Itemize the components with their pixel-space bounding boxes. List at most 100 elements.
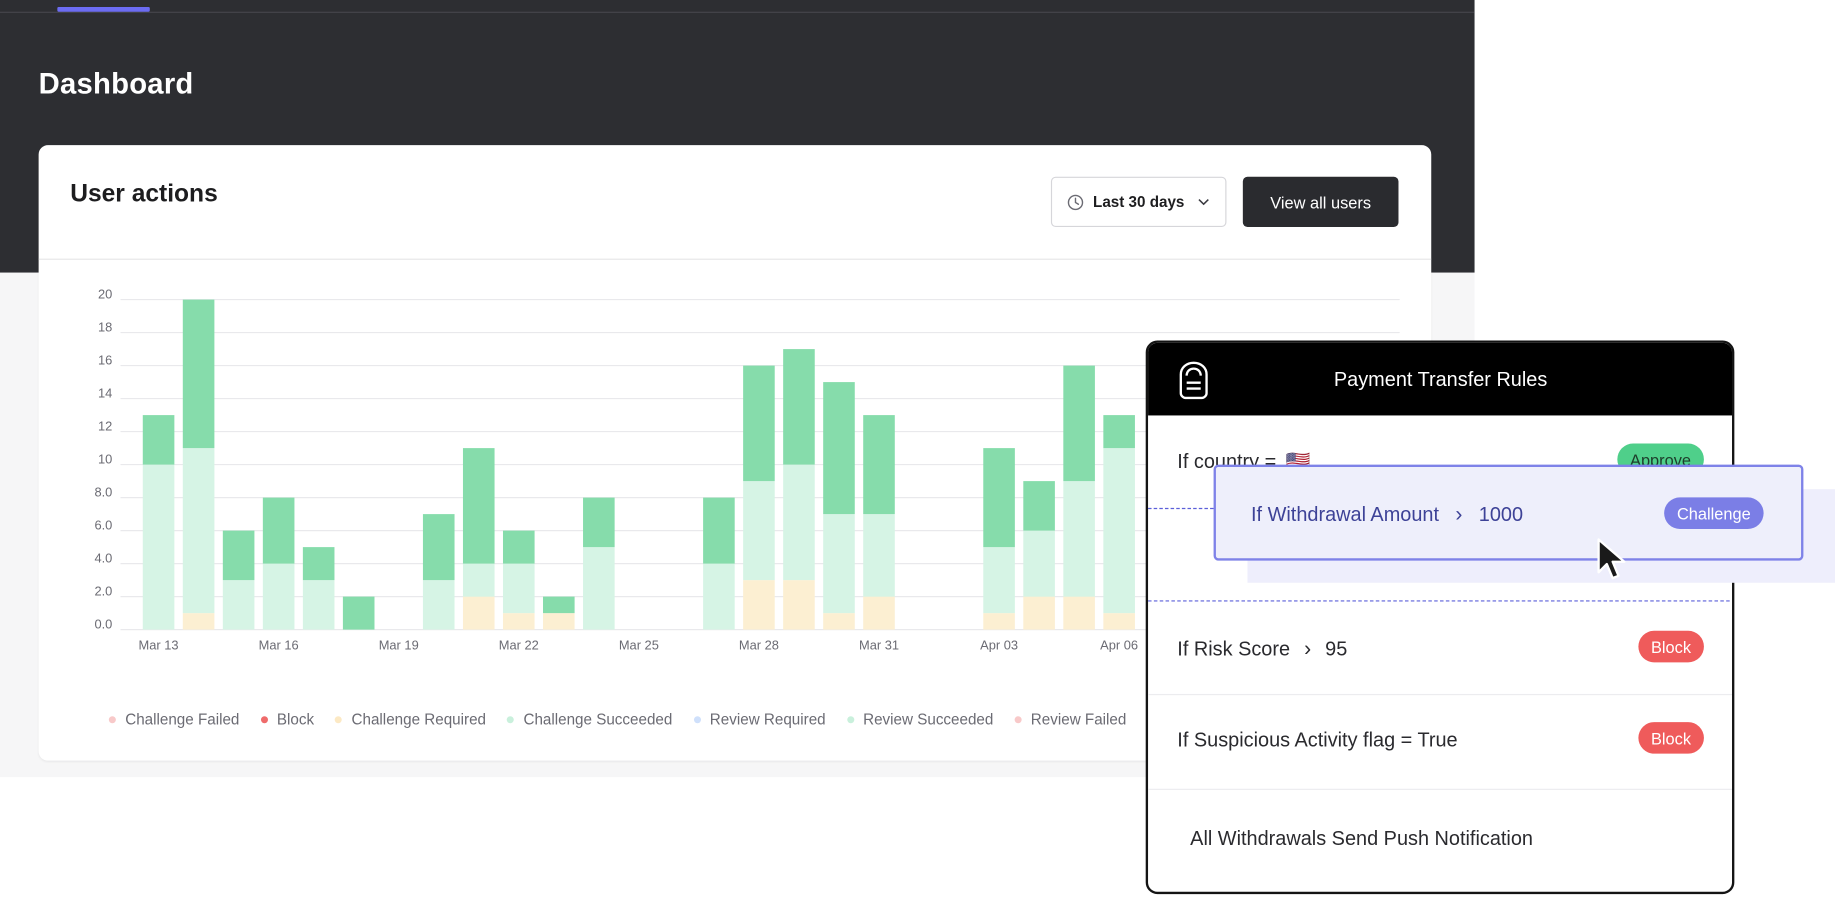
bar-segment[interactable]	[142, 464, 175, 630]
bar-segment[interactable]	[1103, 415, 1135, 449]
bar-segment[interactable]	[543, 613, 575, 630]
bar-segment[interactable]	[342, 596, 375, 630]
bar-segment[interactable]	[983, 613, 1015, 630]
y-tick-label: 4.0	[94, 550, 112, 565]
active-tab-indicator[interactable]	[57, 7, 150, 12]
bar-segment[interactable]	[1063, 365, 1095, 482]
bar-segment[interactable]	[142, 415, 175, 465]
action-badge[interactable]: Block	[1638, 630, 1704, 663]
y-tick-label: 18	[98, 319, 112, 334]
legend-dot-icon	[846, 715, 854, 723]
rule-divider	[1148, 693, 1733, 696]
bar-segment[interactable]	[863, 514, 895, 597]
x-tick-label: Apr 06	[1100, 638, 1138, 653]
chevron-down-icon	[1198, 198, 1209, 206]
bar-segment[interactable]	[182, 613, 215, 630]
bar-segment[interactable]	[983, 448, 1015, 548]
bar-segment[interactable]	[222, 530, 255, 581]
x-tick-label: Apr 03	[980, 638, 1018, 653]
bar-segment[interactable]	[1063, 596, 1095, 630]
bar-segment[interactable]	[502, 613, 535, 630]
x-tick-label: Mar 25	[619, 638, 659, 653]
bar-segment[interactable]	[1023, 596, 1055, 630]
legend-item[interactable]: Block	[260, 710, 314, 728]
date-range-label: Last 30 days	[1093, 193, 1185, 211]
bar-segment[interactable]	[543, 596, 575, 614]
rule-row[interactable]: If Risk Score › 95 Block	[1148, 602, 1732, 697]
legend-label: Challenge Failed	[125, 710, 240, 728]
action-badge[interactable]: Block	[1638, 722, 1704, 754]
bar-segment[interactable]	[1023, 530, 1055, 597]
bar-segment[interactable]	[302, 547, 335, 581]
bar-segment[interactable]	[1103, 448, 1135, 614]
legend-item[interactable]: Challenge Required	[335, 710, 486, 728]
bar-segment[interactable]	[302, 580, 335, 630]
y-tick-label: 6.0	[94, 517, 112, 532]
y-tick-label: 8.0	[94, 484, 112, 499]
bar-segment[interactable]	[502, 530, 535, 564]
bar-segment[interactable]	[823, 613, 855, 630]
bar-segment[interactable]	[462, 596, 495, 630]
action-badge[interactable]: Challenge	[1664, 497, 1764, 529]
view-all-users-button[interactable]: View all users	[1242, 176, 1399, 228]
bar-segment[interactable]	[783, 464, 815, 581]
bar-segment[interactable]	[823, 382, 855, 515]
bar-segment[interactable]	[583, 497, 615, 548]
y-tick-label: 12	[98, 418, 112, 433]
bar-segment[interactable]	[262, 563, 295, 630]
date-range-dropdown[interactable]: Last 30 days	[1050, 176, 1227, 228]
drop-indicator	[1148, 507, 1214, 510]
bar-segment[interactable]	[1063, 481, 1095, 597]
chevron-right-icon: ›	[1304, 636, 1312, 661]
bar-segment[interactable]	[783, 580, 815, 630]
bar-segment[interactable]	[743, 481, 775, 581]
bar-segment[interactable]	[823, 514, 855, 614]
shield-logo-icon	[1179, 361, 1208, 400]
bar-segment[interactable]	[743, 580, 775, 630]
bar-segment[interactable]	[462, 563, 495, 597]
legend-dot-icon	[507, 715, 515, 723]
bar-segment[interactable]	[863, 596, 895, 630]
bar-segment[interactable]	[743, 365, 775, 482]
y-tick-label: 0.0	[94, 616, 112, 631]
bar-segment[interactable]	[863, 415, 895, 515]
panel-title: Payment Transfer Rules	[1333, 368, 1548, 391]
legend-dot-icon	[693, 715, 701, 723]
bar-segment[interactable]	[502, 563, 535, 614]
bar-segment[interactable]	[783, 349, 815, 465]
bar-segment[interactable]	[182, 448, 215, 614]
bar-segment[interactable]	[422, 580, 455, 630]
bar-segment[interactable]	[1103, 613, 1135, 630]
y-tick-label: 10	[98, 451, 112, 466]
rule-value: 95	[1325, 637, 1348, 660]
bar-segment[interactable]	[983, 547, 1015, 614]
x-tick-label: Mar 19	[379, 638, 419, 653]
legend-item[interactable]: Review Succeeded	[846, 710, 993, 728]
bar-segment[interactable]	[703, 563, 735, 630]
payment-transfer-rules-panel: Payment Transfer Rules If country = 🇺🇸 A…	[1145, 340, 1735, 895]
bar-segment[interactable]	[703, 497, 735, 564]
dragged-rule-card[interactable]: If Withdrawal Amount › 1000 Challenge	[1213, 464, 1804, 561]
legend-item[interactable]: Review Required	[693, 710, 826, 728]
mouse-pointer-icon	[1597, 538, 1626, 580]
legend-item[interactable]: Challenge Failed	[108, 710, 240, 728]
legend-item[interactable]: Review Failed	[1014, 710, 1126, 728]
rule-row[interactable]: All Withdrawals Send Push Notification	[1148, 790, 1732, 892]
bar-segment[interactable]	[222, 580, 255, 630]
legend-dot-icon	[1014, 715, 1022, 723]
rule-row[interactable]: If Suspicious Activity flag = True Block	[1148, 695, 1732, 789]
bar-segment[interactable]	[182, 299, 215, 449]
legend-item[interactable]: Challenge Succeeded	[507, 710, 672, 728]
rule-condition: If Suspicious Activity flag = True	[1177, 729, 1458, 752]
bar-segment[interactable]	[422, 514, 455, 581]
drop-indicator	[1148, 600, 1730, 602]
bar-segment[interactable]	[1023, 481, 1055, 531]
bar-segment[interactable]	[262, 497, 295, 564]
legend-dot-icon	[108, 715, 116, 723]
bar-segment[interactable]	[462, 448, 495, 564]
bar-segment[interactable]	[583, 547, 615, 630]
chevron-right-icon: ›	[1455, 502, 1463, 526]
rule-condition: If Withdrawal Amount	[1251, 502, 1440, 525]
card-divider	[38, 258, 1432, 260]
legend-label: Challenge Succeeded	[523, 710, 673, 728]
